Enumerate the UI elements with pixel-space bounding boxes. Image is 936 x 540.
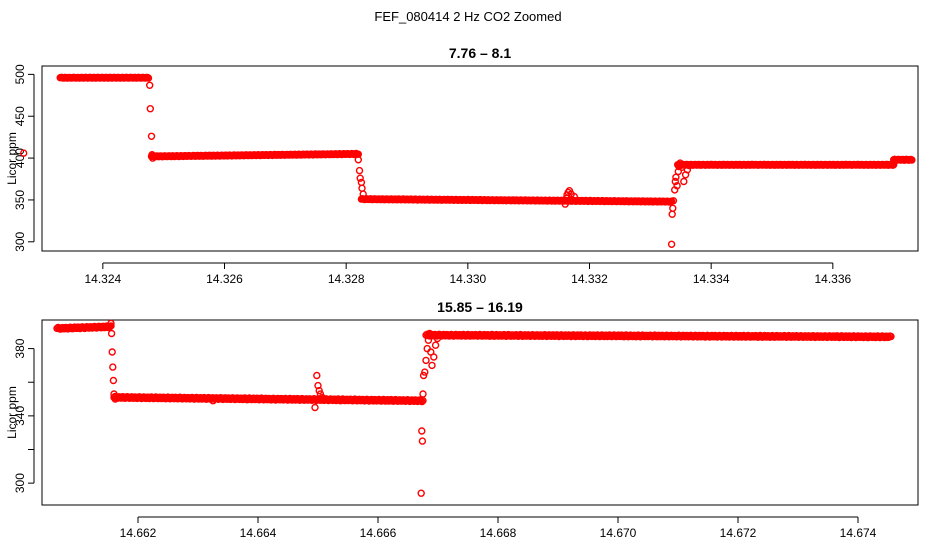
data-point — [570, 192, 578, 201]
plot-panel-1: 7.76 – 8.1 Licor ppm 14.324 14.326 14.328 14.… — [5, 45, 919, 286]
y-tick-label: 500 — [13, 64, 27, 84]
x-tick-label: 14.670 — [600, 526, 637, 540]
data-point — [107, 329, 116, 338]
x-tick-label: 14.336 — [814, 272, 851, 286]
data-point — [908, 156, 916, 164]
data-point — [359, 190, 367, 198]
data-point — [313, 371, 321, 380]
data-series — [20, 73, 916, 249]
data-point — [424, 336, 433, 344]
data-point — [672, 173, 680, 182]
figure-supertitle: FEF_080414 2 Hz CO2 Zoomed — [374, 9, 562, 24]
x-tick-label: 14.324 — [84, 272, 121, 286]
data-point — [674, 167, 682, 176]
data-point — [435, 331, 443, 339]
data-point — [421, 368, 429, 376]
data-point — [110, 390, 118, 398]
x-tick-label: 14.328 — [328, 272, 365, 286]
data-point — [676, 159, 684, 167]
data-point — [887, 332, 895, 341]
data-point — [311, 403, 319, 412]
data-point — [669, 197, 678, 205]
data-point — [20, 149, 28, 157]
data-point — [419, 390, 427, 398]
x-tick-label: 14.668 — [480, 526, 517, 540]
data-point — [109, 376, 118, 385]
data-point — [673, 181, 681, 190]
x-tick-label: 14.662 — [120, 526, 157, 540]
data-point — [417, 396, 425, 405]
data-point — [417, 489, 425, 497]
plot-title: 15.85 – 16.19 — [437, 299, 523, 315]
plot-frame — [41, 319, 919, 506]
plot-title: 7.76 – 8.1 — [449, 45, 511, 61]
data-point — [356, 174, 364, 182]
data-point — [423, 344, 431, 353]
x-tick-label: 14.330 — [449, 272, 486, 286]
data-point — [671, 177, 679, 186]
data-point — [209, 397, 217, 405]
data-point — [111, 395, 119, 403]
data-point — [668, 210, 676, 218]
data-point — [675, 162, 683, 171]
y-tick-label: 340 — [13, 406, 27, 426]
data-point — [425, 329, 434, 338]
x-tick-label: 14.664 — [240, 526, 277, 540]
data-point — [680, 177, 688, 186]
data-point — [148, 154, 157, 162]
data-point — [144, 74, 153, 82]
data-point — [428, 361, 436, 370]
data-point — [315, 386, 323, 395]
data-point — [419, 371, 428, 380]
data-point — [107, 319, 115, 328]
x-tick-label: 14.332 — [571, 272, 608, 286]
data-point — [422, 356, 430, 365]
plot-frame — [41, 65, 919, 252]
y-tick-label: 380 — [13, 338, 27, 358]
data-point — [667, 240, 676, 249]
data-point — [147, 132, 156, 141]
y-axis-label: Licor ppm — [5, 132, 19, 185]
x-tick-label: 14.334 — [693, 272, 730, 286]
data-point — [109, 363, 117, 371]
x-tick-label: 14.666 — [360, 526, 397, 540]
data-point — [146, 104, 155, 113]
data-point — [431, 341, 440, 349]
data-point — [107, 322, 115, 330]
data-point — [318, 393, 326, 402]
y-axis-label: Licor ppm — [5, 386, 19, 439]
data-point — [145, 81, 154, 90]
x-tick-label: 14.672 — [720, 526, 757, 540]
data-point — [683, 166, 692, 174]
data-point — [669, 204, 677, 213]
y-tick-label: 350 — [13, 190, 27, 210]
data-point — [106, 323, 114, 331]
data-point — [430, 353, 438, 361]
data-point — [418, 437, 427, 445]
data-point — [685, 161, 693, 170]
y-tick-label: 300 — [13, 231, 27, 251]
y-tick-label: 300 — [13, 473, 27, 493]
data-point — [148, 150, 156, 159]
y-tick-label: 400 — [13, 148, 27, 168]
x-tick-label: 14.674 — [840, 526, 877, 540]
data-point — [418, 427, 426, 435]
data-point — [108, 348, 116, 356]
data-point — [358, 184, 366, 192]
y-tick-label: 450 — [13, 106, 27, 126]
data-point — [314, 381, 322, 390]
plot-panel-2: 15.85 – 16.19 Licor ppm 14.662 14.664 14.666… — [5, 299, 919, 540]
x-tick-label: 14.326 — [206, 272, 243, 286]
data-series — [53, 319, 895, 497]
data-point — [418, 397, 426, 406]
data-point — [355, 166, 364, 175]
data-point — [354, 156, 362, 164]
